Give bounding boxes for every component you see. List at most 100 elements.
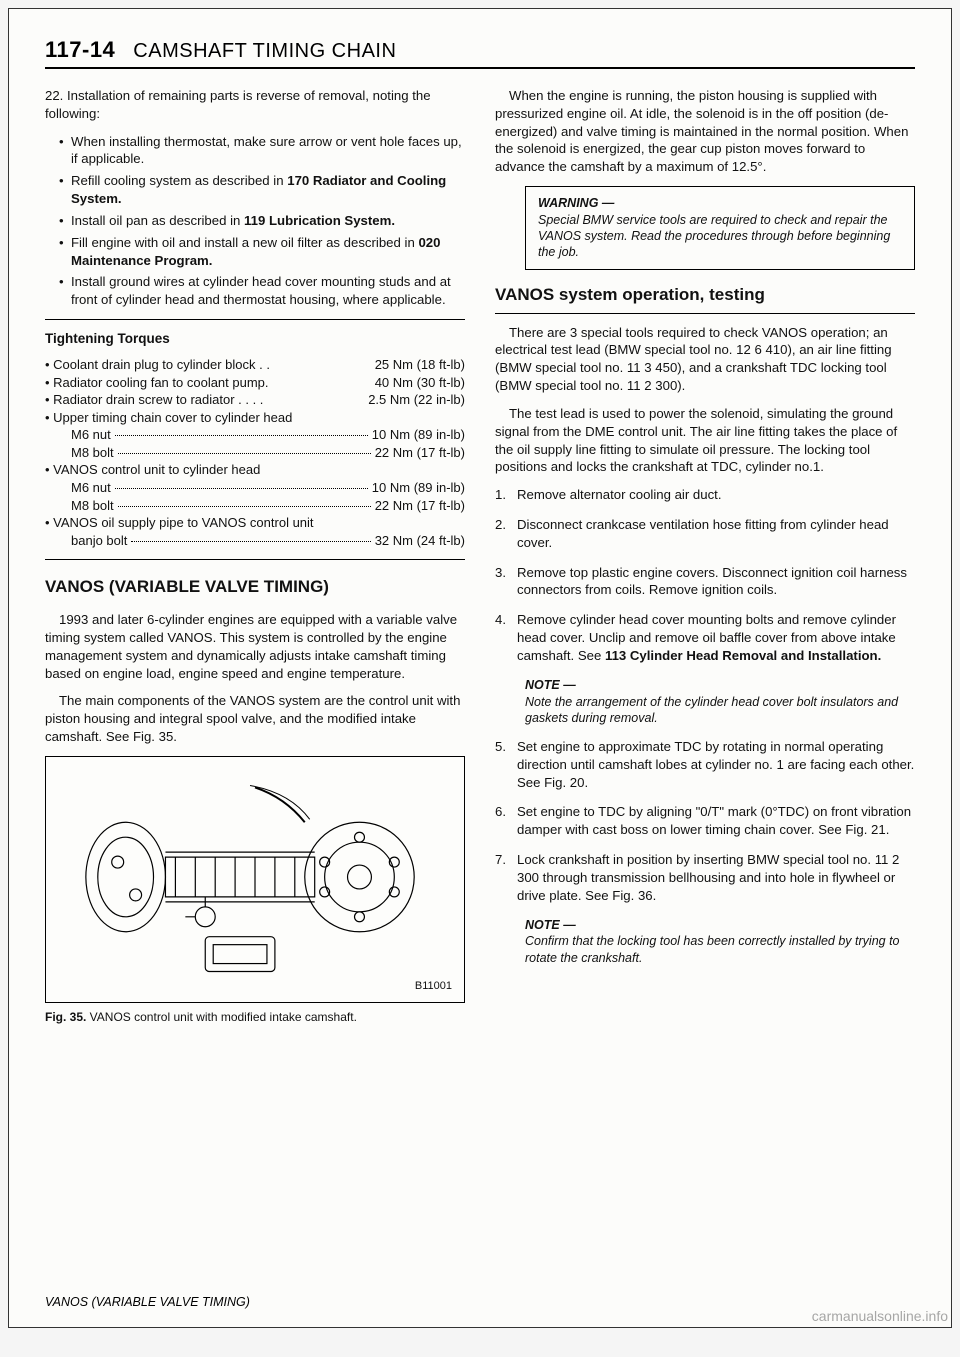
torque-label: • VANOS control unit to cylinder head	[45, 462, 260, 477]
warning-box: WARNING — Special BMW service tools are …	[525, 186, 915, 270]
procedure-steps: 1. Remove alternator cooling air duct. 2.…	[495, 486, 915, 665]
dots	[118, 497, 371, 507]
torque-label: • Upper timing chain cover to cylinder h…	[45, 410, 292, 425]
bullet-text: Install ground wires at cylinder head co…	[71, 274, 451, 307]
bullet-text: Refill cooling system as described in 17…	[71, 173, 446, 206]
note-body: Confirm that the locking tool has been c…	[525, 933, 915, 966]
torque-row: • VANOS oil supply pipe to VANOS control…	[45, 514, 465, 532]
vanos-diagram	[56, 767, 454, 987]
torque-value: 10 Nm (89 in-lb)	[372, 426, 465, 444]
right-para-2: There are 3 special tools required to ch…	[495, 324, 915, 395]
list-item: 1. Remove alternator cooling air duct.	[495, 486, 915, 504]
torque-row: M8 bolt 22 Nm (17 ft-lb)	[45, 444, 465, 462]
step-num: 5.	[495, 738, 506, 756]
page-title: CAMSHAFT TIMING CHAIN	[133, 40, 396, 63]
list-item: 5. Set engine to approximate TDC by rotat…	[495, 738, 915, 791]
vanos-heading: VANOS (VARIABLE VALVE TIMING)	[45, 576, 465, 599]
manual-page: 117-14 CAMSHAFT TIMING CHAIN 22. Install…	[8, 8, 952, 1328]
step-text: Remove alternator cooling air duct.	[517, 487, 722, 502]
list-item: 7. Lock crankshaft in position by inserti…	[495, 851, 915, 904]
vanos-test-heading: VANOS system operation, testing	[495, 284, 915, 307]
torque-label: • Radiator cooling fan to coolant pump.	[45, 375, 269, 390]
torque-value: 2.5 Nm (22 in-lb)	[368, 391, 465, 409]
content-columns: 22. Installation of remaining parts is r…	[45, 87, 915, 1035]
left-column: 22. Installation of remaining parts is r…	[45, 87, 465, 1035]
list-item: When installing thermostat, make sure ar…	[59, 133, 465, 169]
page-header: 117-14 CAMSHAFT TIMING CHAIN	[45, 37, 915, 63]
list-item: Install oil pan as described in 119 Lubr…	[59, 212, 465, 230]
watermark: carmanualsonline.info	[812, 1308, 948, 1324]
list-item: 3. Remove top plastic engine covers. Disc…	[495, 564, 915, 600]
dots	[115, 426, 368, 436]
torque-label: • Radiator drain screw to radiator . . .…	[45, 392, 263, 407]
torque-value: 22 Nm (17 ft-lb)	[375, 497, 465, 515]
step-num: 1.	[495, 486, 506, 504]
torque-value: 32 Nm (24 ft-lb)	[375, 532, 465, 550]
torque-label: M6 nut	[71, 426, 111, 444]
step-22-lead: 22. Installation of remaining parts is r…	[45, 87, 465, 123]
torque-value: 22 Nm (17 ft-lb)	[375, 444, 465, 462]
step-text: Set engine to approximate TDC by rotatin…	[517, 739, 914, 790]
step-22-bullets: When installing thermostat, make sure ar…	[45, 133, 465, 309]
right-para-3: The test lead is used to power the solen…	[495, 405, 915, 476]
list-item: Refill cooling system as described in 17…	[59, 172, 465, 208]
dots	[131, 532, 370, 542]
list-item: 2. Disconnect crankcase ventilation hose …	[495, 516, 915, 552]
figure-caption: Fig. 35. VANOS control unit with modifie…	[45, 1009, 465, 1025]
warning-title: WARNING —	[538, 195, 902, 212]
procedure-steps-2: 5. Set engine to approximate TDC by rotat…	[495, 738, 915, 905]
fig-cap-bold: Fig. 35.	[45, 1010, 86, 1024]
torque-label: M6 nut	[71, 479, 111, 497]
torque-row: • Coolant drain plug to cylinder block .…	[45, 356, 465, 374]
step-text: Disconnect crankcase ventilation hose fi…	[517, 517, 889, 550]
list-item: Fill engine with oil and install a new o…	[59, 234, 465, 270]
list-item: 4. Remove cylinder head cover mounting bo…	[495, 611, 915, 664]
torque-label: • Coolant drain plug to cylinder block .…	[45, 357, 270, 372]
torque-row: • VANOS control unit to cylinder head	[45, 461, 465, 479]
dots	[118, 444, 371, 454]
divider	[495, 313, 915, 314]
note-title: NOTE —	[525, 917, 915, 934]
bullet-text: Install oil pan as described in 119 Lubr…	[71, 213, 395, 228]
divider	[45, 559, 465, 560]
torque-row: banjo bolt 32 Nm (24 ft-lb)	[45, 532, 465, 550]
bullet-text: When installing thermostat, make sure ar…	[71, 134, 462, 167]
list-item: 6. Set engine to TDC by aligning "0/T" ma…	[495, 803, 915, 839]
step-text: Remove cylinder head cover mounting bolt…	[517, 612, 896, 663]
divider	[45, 319, 465, 320]
step-num: 4.	[495, 611, 506, 629]
step-num: 3.	[495, 564, 506, 582]
torque-list: • Coolant drain plug to cylinder block .…	[45, 356, 465, 549]
torque-row: M8 bolt 22 Nm (17 ft-lb)	[45, 497, 465, 515]
torque-label: banjo bolt	[71, 532, 127, 550]
step-text: Lock crankshaft in position by inserting…	[517, 852, 899, 903]
note-body: Note the arrangement of the cylinder hea…	[525, 694, 915, 727]
header-rule	[45, 67, 915, 69]
torque-row: • Radiator drain screw to radiator . . .…	[45, 391, 465, 409]
right-column: When the engine is running, the piston h…	[495, 87, 915, 1035]
figure-id: B11001	[415, 979, 452, 994]
right-para-1: When the engine is running, the piston h…	[495, 87, 915, 176]
torque-label: • VANOS oil supply pipe to VANOS control…	[45, 515, 314, 530]
dots	[115, 479, 368, 489]
step-num: 7.	[495, 851, 506, 869]
torque-label: M8 bolt	[71, 497, 114, 515]
step-text: Remove top plastic engine covers. Discon…	[517, 565, 907, 598]
page-footer: VANOS (VARIABLE VALVE TIMING)	[45, 1295, 250, 1309]
torque-row: • Upper timing chain cover to cylinder h…	[45, 409, 465, 427]
torque-row: • Radiator cooling fan to coolant pump. …	[45, 374, 465, 392]
torque-row: M6 nut10 Nm (89 in-lb)	[45, 479, 465, 497]
figure-35: B11001	[45, 756, 465, 1003]
torques-heading: Tightening Torques	[45, 330, 465, 348]
torque-value: 25 Nm (18 ft-lb)	[375, 356, 465, 374]
torque-label: M8 bolt	[71, 444, 114, 462]
bullet-text: Fill engine with oil and install a new o…	[71, 235, 440, 268]
step-text: Set engine to TDC by aligning "0/T" mark…	[517, 804, 911, 837]
note-title: NOTE —	[525, 677, 915, 694]
vanos-para-1: 1993 and later 6-cylinder engines are eq…	[45, 611, 465, 682]
torque-row: M6 nut 10 Nm (89 in-lb)	[45, 426, 465, 444]
step-num: 6.	[495, 803, 506, 821]
warning-body: Special BMW service tools are required t…	[538, 212, 902, 261]
step-num: 2.	[495, 516, 506, 534]
fig-cap-text: VANOS control unit with modified intake …	[86, 1010, 357, 1024]
